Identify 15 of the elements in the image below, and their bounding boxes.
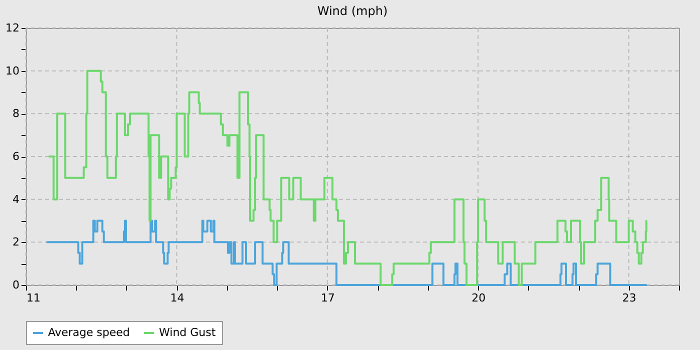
x-tick-label: 17: [320, 292, 335, 304]
y-tick-label: 12: [6, 22, 20, 34]
chart-title: Wind (mph): [317, 4, 388, 18]
y-tick-label: 4: [12, 192, 20, 206]
legend-label: Wind Gust: [159, 326, 216, 339]
x-tick-label: 11: [26, 292, 40, 304]
y-tick-label: 10: [6, 64, 20, 78]
y-tick-label: 2: [12, 236, 20, 249]
legend-label: Average speed: [48, 326, 130, 339]
y-tick-label: 8: [12, 107, 20, 120]
y-tick-label: 6: [12, 150, 20, 163]
y-tick-label: 0: [12, 278, 20, 292]
x-tick-label: 23: [622, 292, 636, 304]
x-tick-label: 20: [472, 292, 486, 304]
x-tick-label: 14: [170, 292, 184, 304]
